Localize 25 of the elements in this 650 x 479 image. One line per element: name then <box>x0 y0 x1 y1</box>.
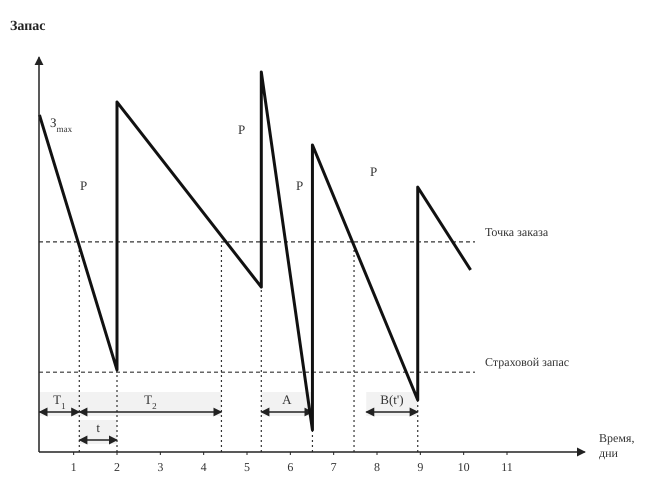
x-tick-label: 1 <box>70 460 77 474</box>
x-tick-label: 8 <box>374 460 380 474</box>
x-tick-label: 10 <box>458 460 470 474</box>
band-label: T$_{1}$ <box>53 392 66 411</box>
x-tick-label: 6 <box>287 460 294 474</box>
x-tick-label: 9 <box>417 460 424 474</box>
annotation: З$_{max}$ <box>50 115 73 134</box>
band-label: B(t') <box>380 392 404 407</box>
x-tick-label: 11 <box>501 460 513 474</box>
x-tick-label: 5 <box>244 460 250 474</box>
x-tick-label: 2 <box>114 460 120 474</box>
annotation: P <box>80 178 88 193</box>
band-label: t <box>96 420 100 435</box>
band-label: A <box>282 392 292 407</box>
x-tick-label: 7 <box>330 460 337 474</box>
x-tick-label: 4 <box>200 460 207 474</box>
annotation: P <box>238 122 246 137</box>
x-tick-label: 3 <box>157 460 164 474</box>
ref-line-label: Точка заказа <box>485 224 549 239</box>
band-label: T$_{2}$ <box>144 392 158 411</box>
annotation: P <box>296 178 304 193</box>
annotation: P <box>370 164 378 179</box>
x-axis-title: Время, дни <box>599 431 634 460</box>
y-axis-title: Запас <box>10 19 46 34</box>
ref-line-label: Страховой запас <box>485 355 570 370</box>
